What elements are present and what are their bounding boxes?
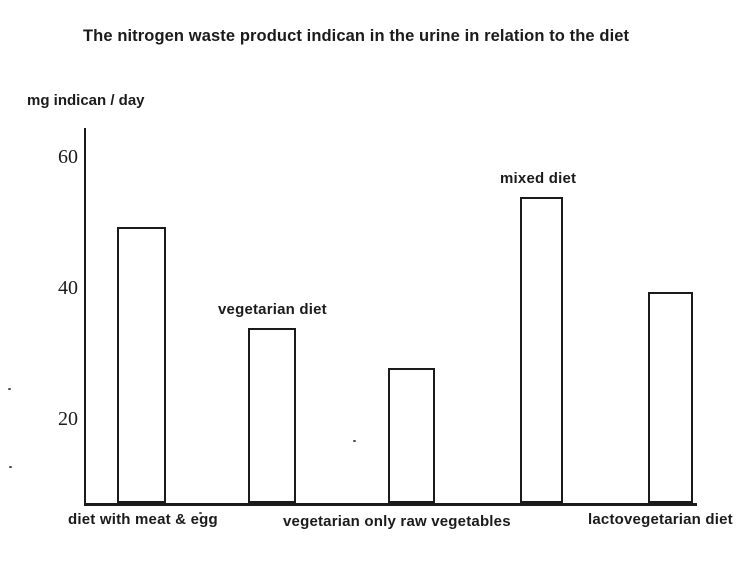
bar-3 bbox=[388, 368, 435, 503]
scan-speck bbox=[199, 512, 202, 514]
axes-lines bbox=[84, 128, 697, 506]
bar-label-2: vegetarian diet bbox=[218, 301, 327, 318]
scan-speck bbox=[353, 440, 356, 442]
bar-label-3: vegetarian only raw vegetables bbox=[283, 513, 511, 530]
scan-speck bbox=[209, 517, 212, 519]
bar-1 bbox=[117, 227, 166, 503]
bar-label-4: mixed diet bbox=[500, 170, 577, 187]
bar-5 bbox=[648, 292, 693, 503]
chart-title: The nitrogen waste product indican in th… bbox=[83, 27, 630, 45]
y-tick-label: 40 bbox=[58, 277, 78, 299]
y-axis-unit-label: mg indican / day bbox=[27, 92, 145, 109]
scan-speck bbox=[9, 466, 12, 468]
y-tick-label: 20 bbox=[58, 408, 78, 430]
y-tick-label: 60 bbox=[58, 146, 78, 168]
bar-2 bbox=[248, 328, 296, 503]
bar-4 bbox=[520, 197, 563, 503]
scan-speck bbox=[8, 388, 11, 390]
bar-label-5: lactovegetarian diet bbox=[588, 511, 733, 528]
bar-label-1: diet with meat & egg bbox=[68, 511, 218, 528]
